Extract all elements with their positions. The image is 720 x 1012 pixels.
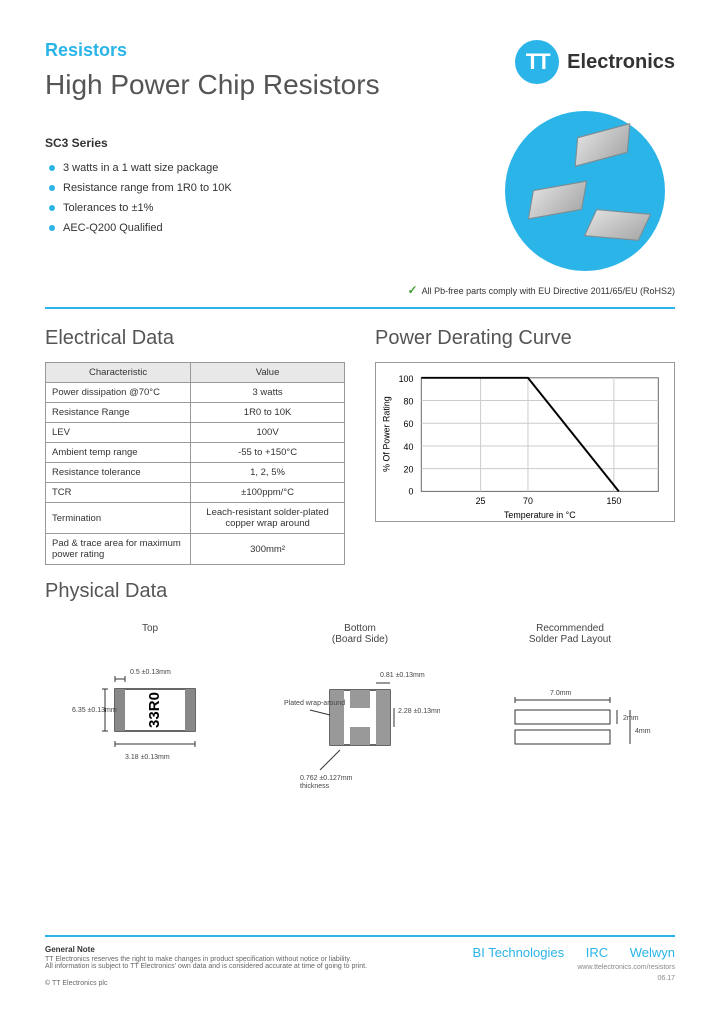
table-row: Power dissipation @70°C3 watts (46, 383, 345, 403)
svg-text:7.0mm: 7.0mm (550, 690, 572, 697)
svg-text:2mm: 2mm (623, 715, 639, 722)
x-axis-label: Temperature in °C (504, 510, 576, 520)
svg-text:Plated wrap-around: Plated wrap-around (284, 700, 345, 707)
copyright: © TT Electronics plc (45, 980, 367, 987)
chip-icon (528, 181, 587, 220)
derating-section: Power Derating Curve 100 80 (375, 327, 675, 565)
list-item: Tolerances to ±1% (49, 202, 232, 214)
table-row: TCR±100ppm/°C (46, 483, 345, 503)
table-row: Resistance Range1R0 to 10K (46, 403, 345, 423)
svg-text:20: 20 (404, 465, 414, 475)
logo-icon: TT (515, 40, 559, 84)
table-row: LEV100V (46, 423, 345, 443)
brand-list: BI Technologies IRC Welwyn (455, 945, 675, 960)
svg-text:25: 25 (476, 496, 486, 506)
svg-text:150: 150 (606, 496, 621, 506)
svg-text:2.28 ±0.13mm: 2.28 ±0.13mm (398, 708, 440, 715)
svg-text:0.762 ±0.127mm: 0.762 ±0.127mm (300, 775, 353, 782)
compliance-note: All Pb-free parts comply with EU Directi… (45, 283, 675, 297)
header: Resistors High Power Chip Resistors TT E… (45, 40, 675, 101)
svg-text:40: 40 (404, 442, 414, 452)
logo-text: Electronics (567, 51, 675, 74)
chip-icon (575, 123, 631, 167)
electrical-table: CharacteristicValue Power dissipation @7… (45, 362, 345, 565)
logo: TT Electronics (515, 40, 675, 84)
svg-text:100: 100 (399, 374, 414, 384)
table-row: Pad & trace area for maximum power ratin… (46, 534, 345, 565)
footer-text: All information is subject to TT Electro… (45, 963, 367, 970)
bottom-view-diagram: Bottom (Board Side) 0.81 ±0.13mm 2.28 ±0… (255, 623, 465, 813)
table-row: Ambient temp range-55 to +150°C (46, 443, 345, 463)
brand: BI Technologies (473, 945, 565, 960)
brand: IRC (586, 945, 608, 960)
category-label: Resistors (45, 40, 380, 61)
general-note-title: General Note (45, 945, 367, 954)
electrical-section: Electrical Data CharacteristicValue Powe… (45, 327, 345, 565)
svg-text:33R0: 33R0 (146, 692, 163, 728)
y-axis-label: % Of Power Rating (382, 396, 392, 472)
list-item: 3 watts in a 1 watt size package (49, 162, 232, 174)
diagram-title: Recommended Solder Pad Layout (465, 623, 675, 645)
feature-list: 3 watts in a 1 watt size package Resista… (45, 162, 232, 234)
svg-text:0.81 ±0.13mm: 0.81 ±0.13mm (380, 672, 425, 679)
table-header: Characteristic (46, 363, 191, 383)
footer-url: www.ttelectronics.com/resistors (455, 964, 675, 971)
footer-text: TT Electronics reserves the right to mak… (45, 956, 367, 963)
derating-chart: 100 80 60 40 20 0 25 70 150 Temperature … (375, 362, 675, 522)
page-title: High Power Chip Resistors (45, 69, 380, 101)
svg-text:thickness: thickness (300, 783, 330, 790)
svg-text:3.18 ±0.13mm: 3.18 ±0.13mm (125, 754, 170, 761)
pad-layout-diagram: Recommended Solder Pad Layout 7.0mm 2mm … (465, 623, 675, 813)
series-label: SC3 Series (45, 136, 232, 150)
table-row: TerminationLeach-resistant solder-plated… (46, 503, 345, 534)
section-title: Electrical Data (45, 327, 345, 350)
brand: Welwyn (630, 945, 675, 960)
svg-text:60: 60 (404, 419, 414, 429)
list-item: Resistance range from 1R0 to 10K (49, 182, 232, 194)
footer: General Note TT Electronics reserves the… (45, 935, 675, 987)
product-image (505, 111, 665, 271)
svg-text:0.5 ±0.13mm: 0.5 ±0.13mm (130, 669, 171, 676)
section-title: Power Derating Curve (375, 327, 675, 350)
footer-date: 06.17 (455, 975, 675, 982)
table-header: Value (191, 363, 345, 383)
top-view-diagram: Top 33R0 0.5 ±0.13mm 6.35 ±0.13mm 3.18 ±… (45, 623, 255, 813)
svg-text:70: 70 (523, 496, 533, 506)
svg-text:0: 0 (408, 486, 413, 496)
diagram-title: Bottom (Board Side) (255, 623, 465, 645)
divider (45, 935, 675, 937)
svg-text:4mm: 4mm (635, 728, 651, 735)
chip-icon (584, 209, 651, 241)
divider (45, 307, 675, 309)
svg-text:80: 80 (404, 396, 414, 406)
list-item: AEC-Q200 Qualified (49, 222, 232, 234)
svg-text:6.35 ±0.13mm: 6.35 ±0.13mm (72, 707, 117, 714)
diagram-title: Top (45, 623, 255, 634)
section-title: Physical Data (45, 580, 675, 603)
physical-section: Physical Data Top 33R0 0.5 ±0.13mm 6.35 … (45, 580, 675, 813)
table-row: Resistance tolerance1, 2, 5% (46, 463, 345, 483)
